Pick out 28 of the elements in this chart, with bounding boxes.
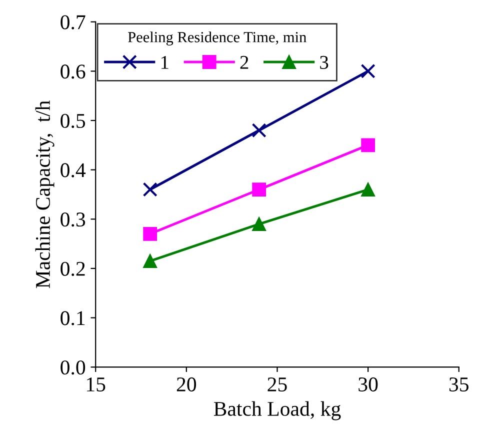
y-tick-label: 0.2 (60, 262, 85, 276)
point (252, 217, 266, 231)
x-tick-label: 35 (449, 377, 468, 392)
point (361, 138, 376, 152)
y-tick-label: 0.5 (60, 114, 86, 128)
x-tick-label: 25 (268, 377, 287, 392)
point (143, 254, 158, 268)
y-axis-title: Machine Capacity, t/h (35, 100, 54, 288)
y-tick-label: 0.1 (60, 311, 85, 326)
x-tick-label: 20 (176, 377, 196, 392)
y-tick-label: 0.6 (60, 64, 86, 79)
legend-label: 1 (161, 56, 168, 69)
point (252, 182, 266, 196)
x-tick-label: 30 (358, 377, 378, 392)
x-tick-label: 15 (87, 378, 106, 392)
y-tick-label: 0.7 (60, 15, 86, 30)
legend-label: 2 (240, 56, 248, 69)
point (142, 182, 158, 197)
point (361, 182, 376, 196)
x-axis-title: Batch Load, kg (214, 401, 341, 420)
point (143, 226, 158, 241)
y-tick-label: 0.0 (60, 360, 86, 375)
legend-label: 3 (320, 56, 328, 69)
legend-title: Peeling Residence Time, min (128, 32, 306, 46)
point (252, 123, 266, 138)
point (360, 64, 376, 78)
y-tick-label: 0.3 (60, 212, 86, 227)
y-tick-label: 0.4 (60, 163, 86, 178)
